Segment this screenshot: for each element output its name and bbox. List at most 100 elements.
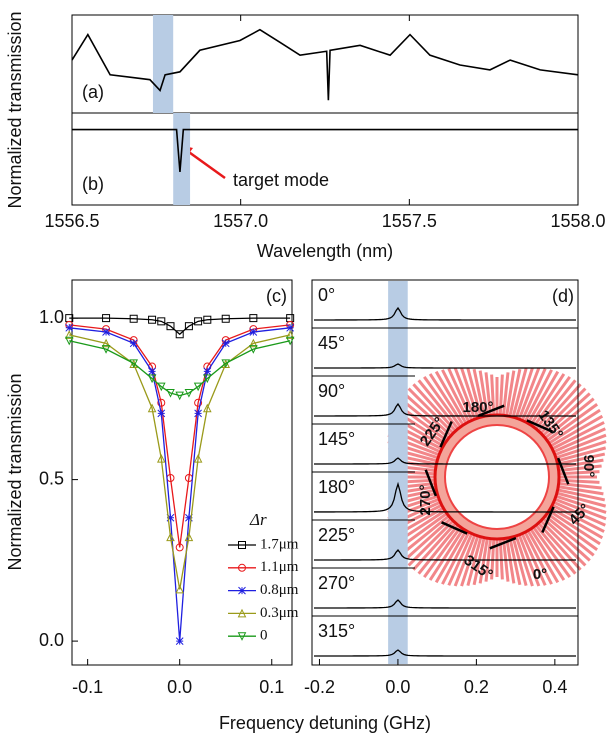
marker <box>194 317 203 326</box>
ray <box>441 369 472 425</box>
angle-label: 180° <box>462 399 493 416</box>
marker <box>102 314 111 323</box>
ray <box>528 526 566 581</box>
marker <box>194 409 202 418</box>
marker <box>64 330 74 339</box>
trace <box>313 548 576 561</box>
marker <box>101 338 111 348</box>
marker <box>184 389 194 398</box>
marker <box>175 543 184 552</box>
marker <box>148 315 157 324</box>
marker <box>285 336 295 346</box>
marker <box>129 314 138 323</box>
marker <box>203 374 212 384</box>
ring-inner <box>444 424 550 530</box>
ray <box>399 397 452 441</box>
marker <box>175 637 184 645</box>
trace <box>313 649 576 657</box>
ray <box>553 494 607 514</box>
ray <box>546 408 601 446</box>
ray <box>484 536 493 582</box>
ray <box>407 518 456 567</box>
marker <box>238 541 246 549</box>
ray <box>423 375 463 430</box>
annotation: target mode <box>233 170 329 190</box>
marker <box>65 323 74 332</box>
marker <box>101 345 111 354</box>
frame-ab <box>71 14 579 206</box>
marker <box>237 608 247 618</box>
ray <box>498 374 504 418</box>
marker <box>129 359 138 368</box>
marker <box>193 453 203 463</box>
coupling-arrow <box>489 536 517 550</box>
ray <box>520 531 547 586</box>
x-tick-label: 1558.0 <box>550 211 605 231</box>
highlight-band <box>152 15 174 113</box>
x-tick-label: 0.0 <box>167 677 192 697</box>
marker <box>166 389 175 398</box>
ray <box>490 536 496 580</box>
x-tick-label: 0.2 <box>464 677 489 697</box>
y-tick-label: 0.5 <box>39 468 64 488</box>
marker <box>175 330 184 339</box>
legend-label: 1.7μm <box>260 536 299 552</box>
ray <box>484 372 493 418</box>
marker <box>193 382 203 392</box>
ray <box>517 367 541 422</box>
row-label: 270° <box>318 573 355 593</box>
x-axis-label: Wavelength (nm) <box>257 241 393 261</box>
marker <box>238 586 246 595</box>
marker <box>194 398 203 407</box>
marker <box>147 403 157 413</box>
marker <box>156 453 166 463</box>
ray <box>542 513 595 557</box>
panel-label: (c) <box>266 286 287 306</box>
marker <box>184 532 194 542</box>
marker <box>221 359 231 368</box>
trace <box>313 481 576 513</box>
legend-label: 0.3μm <box>260 605 299 621</box>
coupling-arrow <box>424 469 438 497</box>
row-label: 315° <box>318 621 355 641</box>
marker <box>129 339 138 348</box>
trace <box>313 306 576 321</box>
ray <box>478 370 490 418</box>
ring-inset: 180° 135°90°45°0°315°270°225° <box>387 367 607 587</box>
ray <box>520 368 547 423</box>
marker <box>249 338 258 348</box>
ray <box>549 421 605 452</box>
row-label: 145° <box>318 429 355 449</box>
ray <box>407 387 456 436</box>
ray <box>548 414 604 449</box>
x-tick-label: -0.2 <box>304 677 335 697</box>
marker <box>285 330 295 339</box>
ray <box>552 433 607 457</box>
y-axis-label: Normalized transmission <box>5 373 25 570</box>
legend-title: Δr <box>249 510 267 529</box>
marker <box>175 584 185 594</box>
ray <box>403 392 454 438</box>
ray <box>441 529 472 585</box>
row-label: 180° <box>318 477 355 497</box>
ray <box>447 368 474 423</box>
row-label: 0° <box>318 285 335 305</box>
angle-label: 270° <box>417 484 434 515</box>
marker <box>221 339 230 348</box>
x-tick-label: -0.1 <box>72 677 103 697</box>
marker <box>102 328 110 336</box>
ray <box>544 403 599 443</box>
ray <box>472 368 486 419</box>
ray <box>555 452 606 466</box>
ray <box>554 491 607 508</box>
row-label: 45° <box>318 333 345 353</box>
trace <box>313 402 576 417</box>
trace <box>313 599 576 609</box>
legend-label: 1.1μm <box>260 559 299 575</box>
series-line <box>69 317 291 336</box>
y-axis-label: Normalized transmission <box>5 11 25 208</box>
marker <box>157 398 166 407</box>
ray <box>554 446 607 463</box>
ray <box>417 522 461 575</box>
